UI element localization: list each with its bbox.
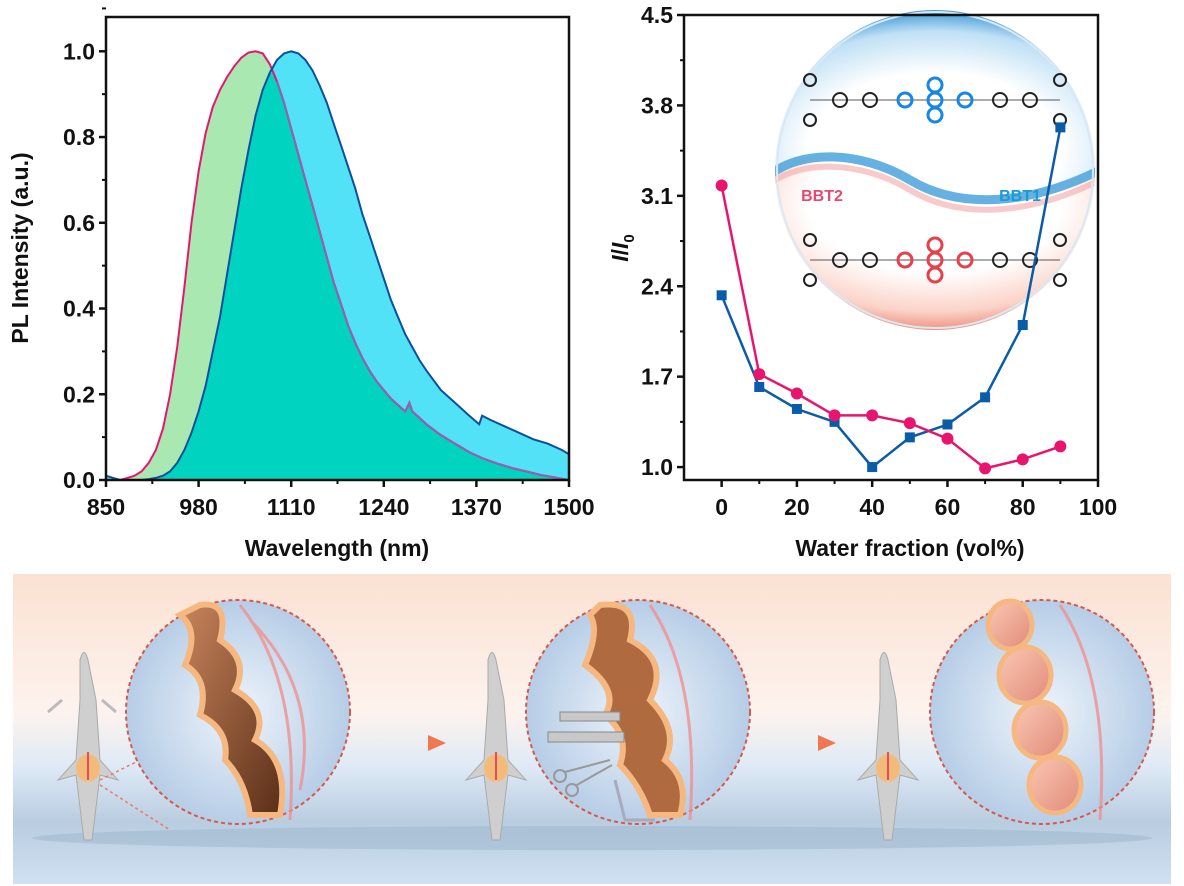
marker-bbt2 <box>1016 453 1029 466</box>
y-tick-label: 4.5 <box>641 2 673 28</box>
y-tick-label: 1.0 <box>63 38 95 64</box>
x-tick-label: 60 <box>935 494 961 520</box>
marker-bbt2 <box>866 409 879 422</box>
marker-bbt2 <box>903 417 916 430</box>
stage-surgery <box>464 599 751 841</box>
x-ticks: 850 980 1110 1240 1370 1500 <box>87 480 595 520</box>
line-bbt2-overlap <box>276 81 569 480</box>
blood-vessels <box>648 604 694 821</box>
area-overlap <box>106 72 569 480</box>
line-bbt2 <box>720 185 1061 470</box>
mouse-icon <box>464 652 528 841</box>
marker-bbt1 <box>716 290 727 301</box>
x-ticks: 0 20 40 60 80 100 <box>715 480 1117 520</box>
x-tick-label: 0 <box>715 494 728 520</box>
aie-chart: BBT2 BBT1 0 20 40 60 80 100 1.0 1.7 2.4 3.1 3.8 4.… <box>607 2 1117 561</box>
marker-bbt1 <box>904 432 915 443</box>
y-tick-label: 3.8 <box>641 92 673 118</box>
pl-lines <box>106 50 569 480</box>
inset-bubble: BBT2 BBT1 <box>775 10 1095 330</box>
molecule-bbt2 <box>803 233 1067 287</box>
marker-bbt2 <box>790 387 803 400</box>
y-tick-label: 0.4 <box>63 296 95 322</box>
marker-bbt2 <box>1054 440 1067 453</box>
x-tick-label: 1240 <box>358 494 409 520</box>
marker-bbt2 <box>979 462 992 475</box>
y-ticks: 1.0 1.7 2.4 3.1 3.8 4.5 <box>641 2 684 480</box>
y-tick-label: 1.7 <box>641 364 673 390</box>
surgery-illustration <box>13 574 1171 884</box>
x-tick-label: 1110 <box>267 494 316 520</box>
mouse-icon <box>47 652 120 841</box>
inset-label-bbt2: BBT2 <box>801 188 843 205</box>
stage-healthy-colon <box>47 599 351 841</box>
plot-frame <box>682 13 1100 482</box>
marker-bbt2 <box>941 432 954 445</box>
line-bbt1 <box>106 50 569 480</box>
bubble-bottom-half <box>775 156 1095 330</box>
marker-bbt1 <box>829 416 840 427</box>
pl-areas <box>106 51 569 480</box>
floor-shadow <box>32 826 1152 850</box>
y-tick-label: 1.0 <box>641 454 673 480</box>
x-tick-label: 80 <box>1010 494 1036 520</box>
x-tick-label: 1500 <box>543 494 594 520</box>
x-tick-label: 1370 <box>451 494 502 520</box>
mouse-icon <box>856 652 920 841</box>
marker-bbt1 <box>980 392 991 403</box>
y-axis-title: PL Intensity (a.u.) <box>7 152 33 343</box>
x-axis-title: Water fraction (vol%) <box>795 535 1024 561</box>
y-ticks: 0.0 0.2 0.4 0.6 0.8 1.0 <box>63 7 106 493</box>
colon-segment <box>174 601 286 818</box>
x-tick-label: 20 <box>784 494 810 520</box>
colon-with-tumors <box>985 598 1084 816</box>
zoom-lines <box>99 759 171 831</box>
blood-vessels <box>1058 604 1104 821</box>
x-tick-label: 40 <box>859 494 885 520</box>
marker-bbt1 <box>867 462 878 473</box>
bubble-divider <box>775 152 1095 205</box>
y-tick-label: 0.0 <box>63 467 95 493</box>
y-tick-label: 0.8 <box>63 124 95 150</box>
marker-bbt1 <box>754 382 765 392</box>
arrow-1-head <box>428 735 446 751</box>
inset-label-bbt1: BBT1 <box>999 188 1041 205</box>
marker-bbt1 <box>942 419 953 430</box>
arrow-2-head <box>818 735 836 751</box>
stage-colon-tumors <box>856 598 1155 841</box>
colon-segment-dilated <box>581 601 686 818</box>
pl-spectra-chart: 850 980 1110 1240 1370 1500 0.0 0.2 0.4 0.6 0.8 1.… <box>7 7 595 561</box>
marker-bbt2 <box>715 179 728 192</box>
y-axis-title: I/I0 <box>607 234 638 262</box>
molecule-bbt1 <box>803 73 1067 127</box>
aie-series <box>715 122 1067 475</box>
x-tick-label: 850 <box>87 494 125 520</box>
marker-bbt2 <box>753 368 766 381</box>
y-tick-label: 0.6 <box>63 210 95 236</box>
x-axis-title: Wavelength (nm) <box>245 535 429 561</box>
marker-bbt1 <box>1055 122 1066 133</box>
marker-bbt1 <box>791 403 802 414</box>
x-tick-label: 980 <box>179 494 217 520</box>
y-tick-label: 3.1 <box>641 183 673 209</box>
line-bbt1 <box>720 127 1062 469</box>
marker-bbt2 <box>828 409 841 422</box>
y-tick-label: 0.2 <box>63 381 95 407</box>
x-tick-label: 100 <box>1079 494 1117 520</box>
y-tick-label: 2.4 <box>641 273 673 299</box>
blood-vessels <box>238 604 306 821</box>
marker-bbt1 <box>1017 320 1028 330</box>
surgical-instruments-icon <box>547 711 655 822</box>
